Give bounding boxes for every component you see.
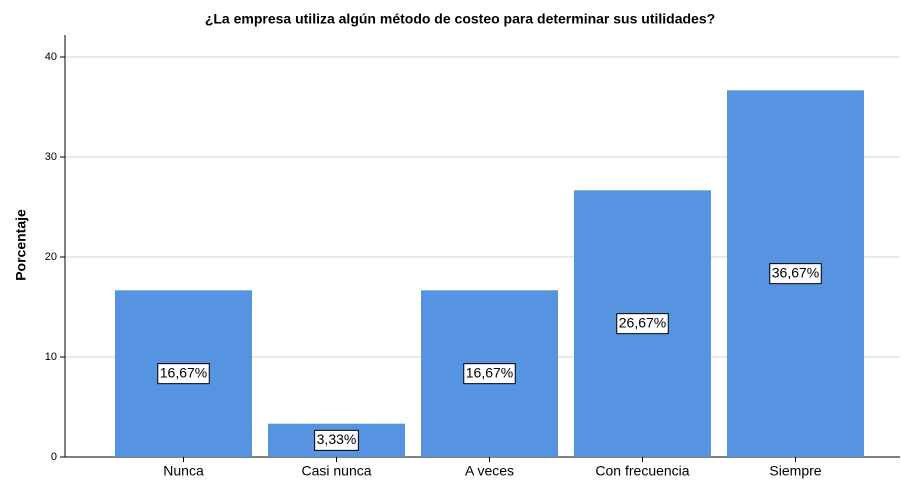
y-tick-label: 20 (45, 251, 57, 263)
y-tick-label: 30 (45, 151, 57, 163)
value-label-box (616, 313, 669, 335)
value-label: 16,67% (160, 364, 207, 380)
value-label: 36,67% (772, 264, 819, 280)
x-tick-label: Nunca (163, 463, 204, 479)
value-label-box (314, 429, 359, 451)
value-label: 3,33% (317, 431, 357, 447)
y-axis-label: Porcentaje (13, 209, 29, 281)
value-label-box (769, 263, 822, 285)
chart-title: ¿La empresa utiliza algún método de cost… (205, 11, 715, 27)
value-label: 16,67% (466, 364, 513, 380)
value-label: 26,67% (619, 314, 666, 330)
y-tick-label: 10 (45, 351, 57, 363)
x-tick-label: Casi nunca (301, 463, 371, 479)
y-tick-label: 40 (45, 51, 57, 63)
x-tick-label: Con frecuencia (595, 463, 689, 479)
x-tick-label: Siempre (769, 463, 821, 479)
value-label-box (463, 363, 516, 385)
value-label-box (157, 363, 210, 385)
x-tick-label: A veces (465, 463, 514, 479)
y-tick-label: 0 (51, 451, 57, 463)
